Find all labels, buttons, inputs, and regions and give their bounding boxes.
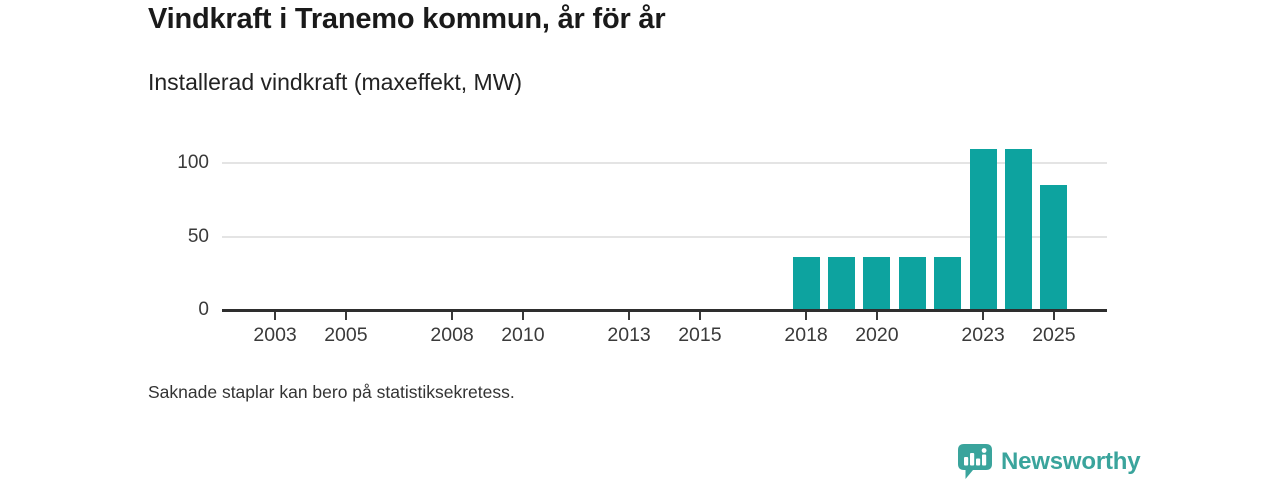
x-tick-label-2023: 2023: [961, 324, 1005, 346]
bar-2018: [792, 257, 820, 310]
x-tick-label-2025: 2025: [1032, 324, 1076, 346]
x-tick-2005: [344, 312, 347, 320]
x-tick-2010: [521, 312, 524, 320]
x-tick-label-2010: 2010: [501, 324, 545, 346]
bar-2020: [863, 257, 891, 310]
x-tick-2025: [1052, 312, 1055, 320]
newsworthy-speech-bubble-barchart-icon: [957, 443, 993, 480]
x-tick-label-2005: 2005: [324, 324, 368, 346]
y-tick-label-0: 0: [198, 299, 209, 320]
y-tick-label-100: 100: [177, 152, 209, 174]
gridline-100: [222, 162, 1107, 165]
x-tick-label-2015: 2015: [678, 324, 722, 346]
bar-2021: [898, 257, 926, 310]
x-tick-2013: [628, 312, 631, 320]
chart-title: Vindkraft i Tranemo kommun, år för år: [148, 3, 666, 35]
x-axis-line: [222, 309, 1107, 312]
x-tick-2003: [274, 312, 277, 320]
gridline-50: [222, 235, 1107, 238]
x-tick-2008: [451, 312, 454, 320]
x-tick-label-2020: 2020: [855, 324, 899, 346]
bar-2024: [1005, 148, 1032, 310]
y-tick-label-50: 50: [187, 225, 209, 247]
x-tick-label-2013: 2013: [607, 324, 651, 346]
footnote: Saknade staplar kan bero på statistiksek…: [148, 382, 515, 402]
x-tick-2023: [982, 312, 985, 320]
brand-name: Newsworthy: [1001, 447, 1141, 475]
x-tick-label-2003: 2003: [253, 324, 297, 346]
bar-2022: [934, 257, 962, 310]
bar-2019: [828, 257, 855, 310]
chart-subtitle: Installerad vindkraft (maxeffekt, MW): [148, 69, 523, 95]
brand-logo: Newsworthy: [957, 443, 1141, 480]
bar-2023: [969, 148, 997, 310]
bar-2025: [1040, 185, 1068, 310]
x-tick-label-2008: 2008: [430, 324, 474, 346]
x-tick-2018: [805, 312, 808, 320]
x-tick-2020: [875, 312, 878, 320]
x-tick-2015: [698, 312, 701, 320]
x-tick-label-2018: 2018: [784, 324, 828, 346]
